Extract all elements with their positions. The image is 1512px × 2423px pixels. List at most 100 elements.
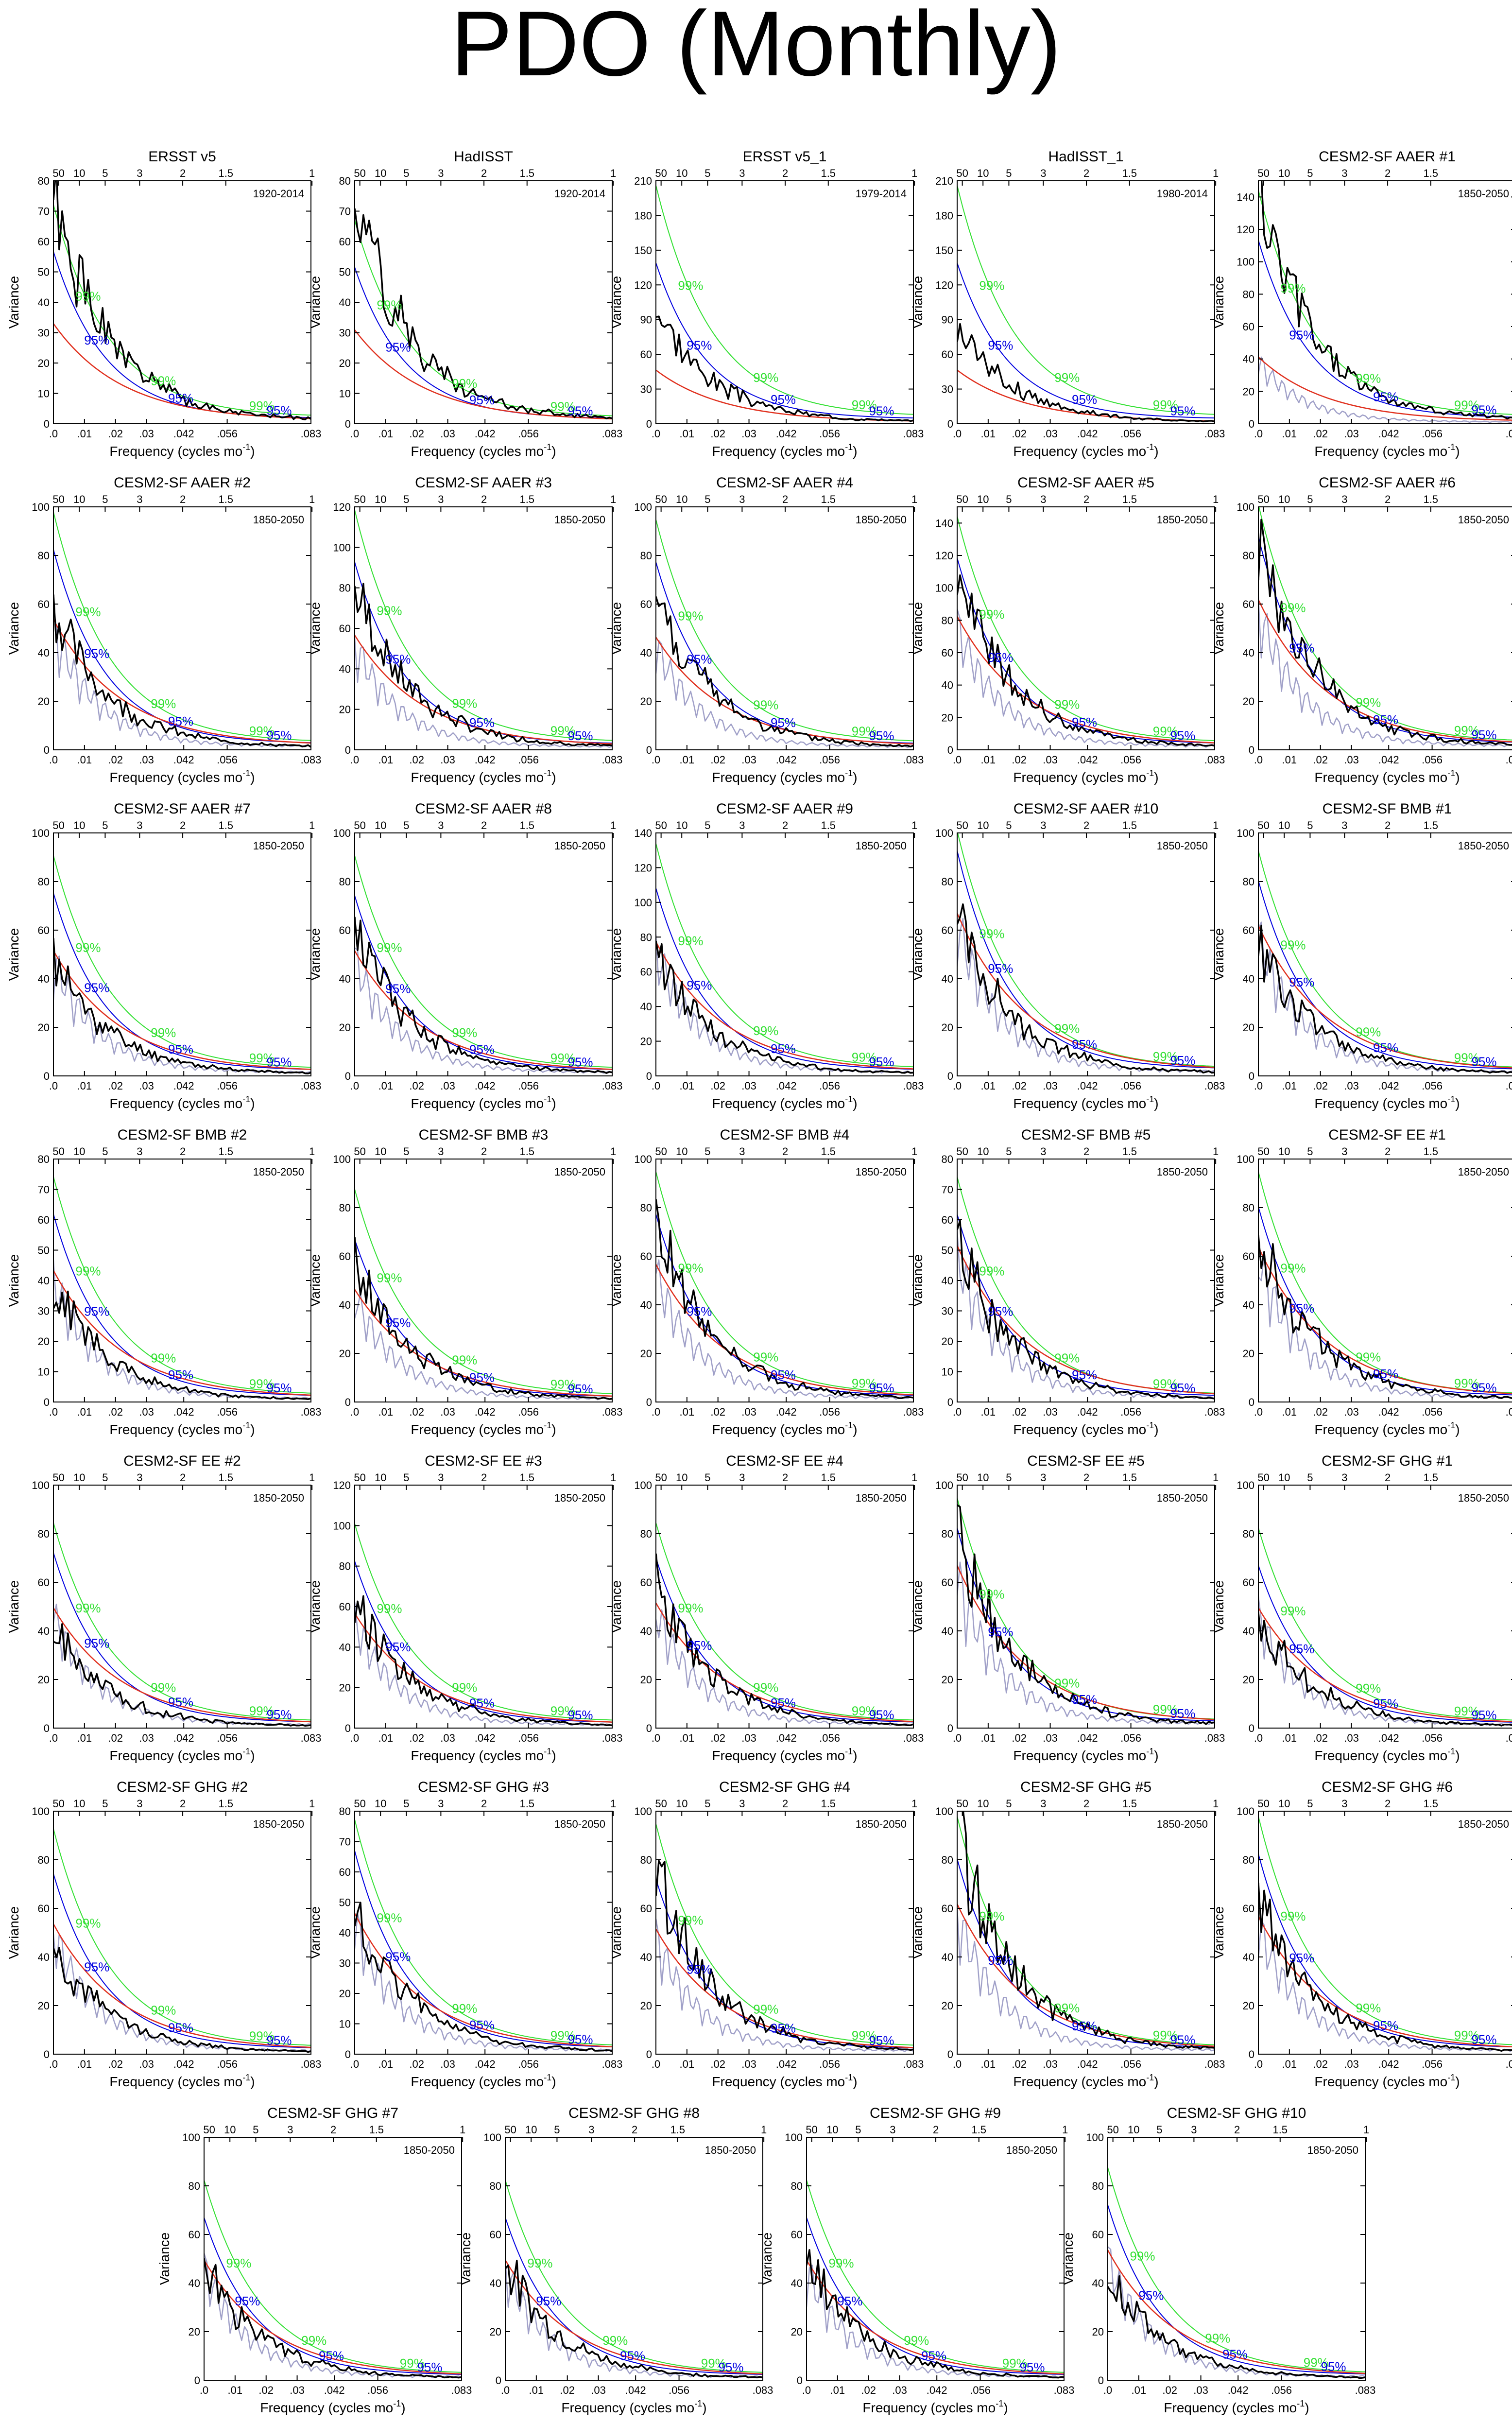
y-tick-label: 50 — [38, 266, 50, 278]
y-tick-label: 20 — [339, 1348, 351, 1360]
x-tick-label: .056 — [217, 1406, 238, 1418]
sig99-label: 99% — [301, 2333, 326, 2348]
data-spectrum-line — [957, 1504, 1215, 1725]
x-tick-label: .0 — [49, 754, 58, 766]
period-tick-label: 1.5 — [218, 1471, 233, 1484]
period-tick-label: 3 — [1040, 167, 1046, 179]
sig95-label: 95% — [1471, 2032, 1496, 2047]
sig99-label: 99% — [678, 934, 703, 948]
sig95-label: 95% — [319, 2349, 344, 2363]
period-tick-label: 10 — [676, 493, 687, 505]
plot-frame — [53, 1811, 311, 2055]
significance-95-line — [957, 1214, 1215, 1396]
sig99-label: 99% — [979, 927, 1004, 941]
sig95-label: 95% — [536, 2294, 561, 2308]
period-tick-label: 2 — [1385, 1798, 1391, 1810]
period-tick-label: 3 — [588, 2124, 594, 2136]
period-range-label: 1850-2050 — [253, 840, 304, 852]
data-spectrum-line — [53, 938, 311, 1074]
spectrum-panel: 99%99%99%95%95%95%01020304050607080.0.01… — [308, 149, 622, 459]
x-tick-label: .03 — [741, 754, 756, 766]
x-tick-label: .03 — [741, 2058, 756, 2070]
x-tick-label: .0 — [49, 1080, 58, 1092]
period-tick-label: 50 — [1107, 2124, 1118, 2136]
x-tick-label: .02 — [1012, 1080, 1027, 1092]
y-tick-label: 60 — [490, 2229, 501, 2241]
x-tick-label: .01 — [1132, 2384, 1147, 2396]
y-axis-label: Variance — [1211, 1254, 1226, 1307]
panel-title: CESM2-SF EE #1 — [1328, 1127, 1446, 1143]
period-tick-label: 50 — [1257, 1471, 1269, 1484]
y-tick-label: 100 — [634, 1479, 652, 1491]
y-tick-label: 30 — [38, 327, 50, 339]
y-tick-label: 80 — [339, 175, 351, 187]
sig95-label: 95% — [1072, 1692, 1097, 1707]
y-tick-label: 100 — [483, 2131, 501, 2144]
red-noise-line — [1258, 1608, 1512, 1722]
y-tick-label: 0 — [345, 1396, 351, 1408]
x-axis-label: Frequency (cycles mo-1) — [712, 442, 857, 459]
x-tick-label: .02 — [409, 1406, 424, 1418]
y-tick-label: 40 — [339, 1299, 351, 1311]
period-range-label: 1850-2050 — [856, 1166, 907, 1178]
sig99-label: 99% — [1054, 2001, 1080, 2015]
panel-title: CESM2-SF BMB #2 — [118, 1127, 247, 1143]
sig99-label: 99% — [377, 297, 402, 312]
y-tick-label: 120 — [634, 862, 652, 874]
x-tick-label: .0 — [953, 1406, 962, 1418]
y-tick-label: 80 — [1243, 550, 1254, 562]
x-tick-label: .02 — [409, 2058, 424, 2070]
period-tick-label: 5 — [1307, 493, 1313, 505]
period-tick-label: 5 — [1307, 1798, 1313, 1810]
x-tick-label: .083 — [602, 428, 623, 440]
spectrum-panel: 99%99%99%95%95%95%020406080100.0.01.02.0… — [1211, 1779, 1512, 2089]
y-tick-label: 80 — [339, 582, 351, 594]
x-tick-label: .083 — [1204, 428, 1225, 440]
y-tick-label: 80 — [1243, 876, 1254, 888]
sig95-label: 95% — [1373, 1696, 1398, 1711]
significance-95-line — [807, 2217, 1064, 2375]
sig95-label: 95% — [1471, 727, 1496, 742]
x-tick-label: .03 — [139, 428, 154, 440]
period-tick-label: 50 — [52, 1145, 64, 1158]
period-tick-label: 3 — [1040, 493, 1046, 505]
period-tick-label: 10 — [977, 167, 989, 179]
sig99-label: 99% — [1454, 1704, 1479, 1718]
y-tick-label: 0 — [947, 1070, 953, 1082]
y-tick-label: 60 — [1243, 1903, 1254, 1915]
y-tick-label: 20 — [38, 1021, 50, 1034]
x-tick-label: .02 — [710, 1732, 725, 1744]
period-tick-label: 2 — [1385, 1471, 1391, 1484]
period-tick-label: 1 — [610, 493, 616, 505]
x-tick-label: .03 — [139, 2058, 154, 2070]
sig95-label: 95% — [1289, 975, 1314, 989]
x-tick-label: .042 — [776, 1080, 797, 1092]
y-tick-label: 120 — [333, 501, 351, 513]
x-tick-label: .03 — [591, 2384, 606, 2396]
sig99-label: 99% — [1153, 1702, 1178, 1717]
y-tick-label: 80 — [189, 2180, 200, 2192]
significance-95-line — [1258, 881, 1512, 1070]
panel-title: CESM2-SF GHG #3 — [418, 1779, 549, 1795]
sig99-label: 99% — [75, 1916, 101, 1930]
sig99-label: 99% — [1356, 1024, 1381, 1039]
y-tick-label: 60 — [640, 348, 652, 361]
period-range-label: 1850-2050 — [856, 1492, 907, 1504]
panel-title: HadISST_1 — [1048, 149, 1123, 165]
period-tick-label: 2 — [180, 1471, 186, 1484]
period-range-label: 1850-2050 — [253, 1492, 304, 1504]
panel-title: CESM2-SF GHG #2 — [117, 1779, 248, 1795]
x-tick-label: .02 — [258, 2384, 274, 2396]
y-tick-label: 0 — [496, 2374, 501, 2387]
x-tick-label: .056 — [1120, 428, 1141, 440]
x-tick-label: .083 — [602, 1406, 623, 1418]
period-tick-label: 5 — [102, 493, 108, 505]
sig95-label: 95% — [469, 393, 495, 407]
period-tick-label: 1.5 — [670, 2124, 685, 2136]
period-tick-label: 3 — [1341, 1471, 1347, 1484]
x-tick-label: .03 — [139, 1732, 154, 1744]
y-tick-label: 60 — [38, 1214, 50, 1226]
period-tick-label: 1 — [1213, 167, 1219, 179]
red-noise-line — [957, 616, 1215, 744]
period-tick-label: 1.5 — [1423, 1145, 1438, 1158]
